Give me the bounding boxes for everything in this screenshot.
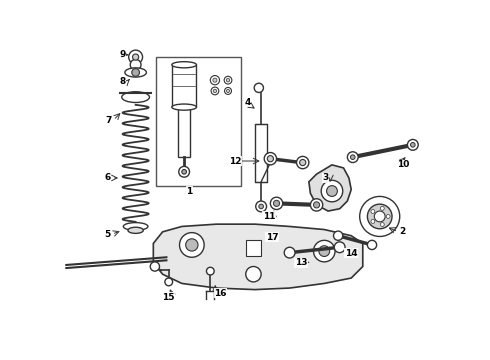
Polygon shape <box>309 165 351 211</box>
Circle shape <box>334 231 343 240</box>
Circle shape <box>411 143 415 147</box>
Circle shape <box>186 239 198 251</box>
Circle shape <box>224 87 231 94</box>
Text: 7: 7 <box>105 116 112 125</box>
Circle shape <box>132 54 139 60</box>
Circle shape <box>206 267 214 275</box>
Circle shape <box>213 78 217 82</box>
Circle shape <box>165 278 172 286</box>
Circle shape <box>273 200 280 206</box>
Text: 12: 12 <box>229 157 241 166</box>
Text: 4: 4 <box>244 98 250 107</box>
Circle shape <box>386 215 390 219</box>
Circle shape <box>300 159 306 166</box>
Text: 10: 10 <box>397 160 410 169</box>
Text: 15: 15 <box>163 293 175 302</box>
Circle shape <box>334 242 345 253</box>
Circle shape <box>132 69 140 76</box>
Circle shape <box>130 59 141 70</box>
Polygon shape <box>153 224 363 289</box>
Circle shape <box>224 76 232 84</box>
Circle shape <box>296 156 309 169</box>
Circle shape <box>314 202 319 208</box>
Text: 14: 14 <box>345 249 358 258</box>
Ellipse shape <box>128 227 143 233</box>
Circle shape <box>213 89 217 93</box>
Circle shape <box>270 197 283 210</box>
Circle shape <box>374 211 385 222</box>
Circle shape <box>350 155 355 159</box>
Circle shape <box>360 197 400 237</box>
Bar <box>255 124 268 182</box>
Circle shape <box>150 262 160 271</box>
Circle shape <box>264 153 276 165</box>
Circle shape <box>179 166 190 177</box>
Text: 1: 1 <box>186 186 193 195</box>
Circle shape <box>182 170 187 174</box>
Circle shape <box>347 152 358 163</box>
Circle shape <box>368 240 377 249</box>
Circle shape <box>259 204 264 209</box>
Circle shape <box>129 50 143 64</box>
Ellipse shape <box>172 62 196 68</box>
Ellipse shape <box>125 68 147 77</box>
Circle shape <box>254 83 264 93</box>
Circle shape <box>268 156 273 162</box>
Circle shape <box>311 199 323 211</box>
Circle shape <box>327 186 337 197</box>
Circle shape <box>371 220 375 223</box>
Text: 6: 6 <box>104 174 110 183</box>
Circle shape <box>319 246 330 256</box>
Circle shape <box>226 89 230 93</box>
Text: 13: 13 <box>295 258 307 267</box>
Circle shape <box>226 78 230 82</box>
Text: 2: 2 <box>400 228 406 237</box>
Circle shape <box>321 180 343 202</box>
Bar <box>245 239 261 256</box>
Text: 3: 3 <box>323 174 329 183</box>
Bar <box>178 107 190 157</box>
Circle shape <box>408 139 418 150</box>
Circle shape <box>368 204 392 229</box>
Text: 5: 5 <box>104 230 110 239</box>
Circle shape <box>371 210 375 213</box>
Circle shape <box>210 76 220 85</box>
Text: 17: 17 <box>266 233 278 242</box>
Ellipse shape <box>172 104 196 110</box>
Bar <box>172 65 196 107</box>
Circle shape <box>246 266 261 282</box>
Circle shape <box>284 247 295 258</box>
Circle shape <box>380 222 384 226</box>
Ellipse shape <box>122 92 149 103</box>
Text: 11: 11 <box>263 212 275 221</box>
Circle shape <box>179 233 204 257</box>
Text: 9: 9 <box>120 50 126 59</box>
Circle shape <box>211 87 219 95</box>
Circle shape <box>380 207 384 210</box>
Bar <box>156 57 241 186</box>
Circle shape <box>314 240 335 262</box>
Text: 16: 16 <box>214 289 226 298</box>
Ellipse shape <box>123 222 148 230</box>
Circle shape <box>256 201 267 212</box>
Text: 8: 8 <box>120 77 125 86</box>
